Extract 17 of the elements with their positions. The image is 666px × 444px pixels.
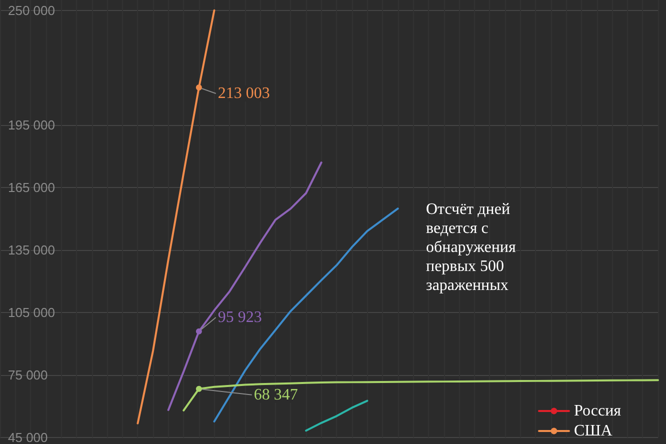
y-tick-label: 195 000 (8, 118, 55, 132)
legend-label: США (574, 422, 613, 440)
y-tick-label: 45 000 (8, 430, 48, 444)
y-tick-label: 75 000 (8, 368, 48, 382)
y-tick-label: 250 000 (8, 2, 55, 18)
line-series (136, 9, 216, 424)
y-tick-label: 105 000 (8, 305, 55, 320)
line-series (305, 400, 368, 432)
line-series (167, 162, 322, 411)
legend-label: Россия (574, 402, 622, 420)
data-label: 68 347 (254, 386, 298, 404)
annotation: Отсчёт дней ведется с обнаружения первых 500 зараженных (426, 201, 520, 294)
line-series (213, 208, 399, 422)
data-label: 213 003 (218, 84, 270, 102)
y-tick-label: 165 000 (8, 180, 55, 195)
data-label: 95 923 (218, 308, 262, 326)
y-tick-label: 135 000 (8, 242, 55, 258)
